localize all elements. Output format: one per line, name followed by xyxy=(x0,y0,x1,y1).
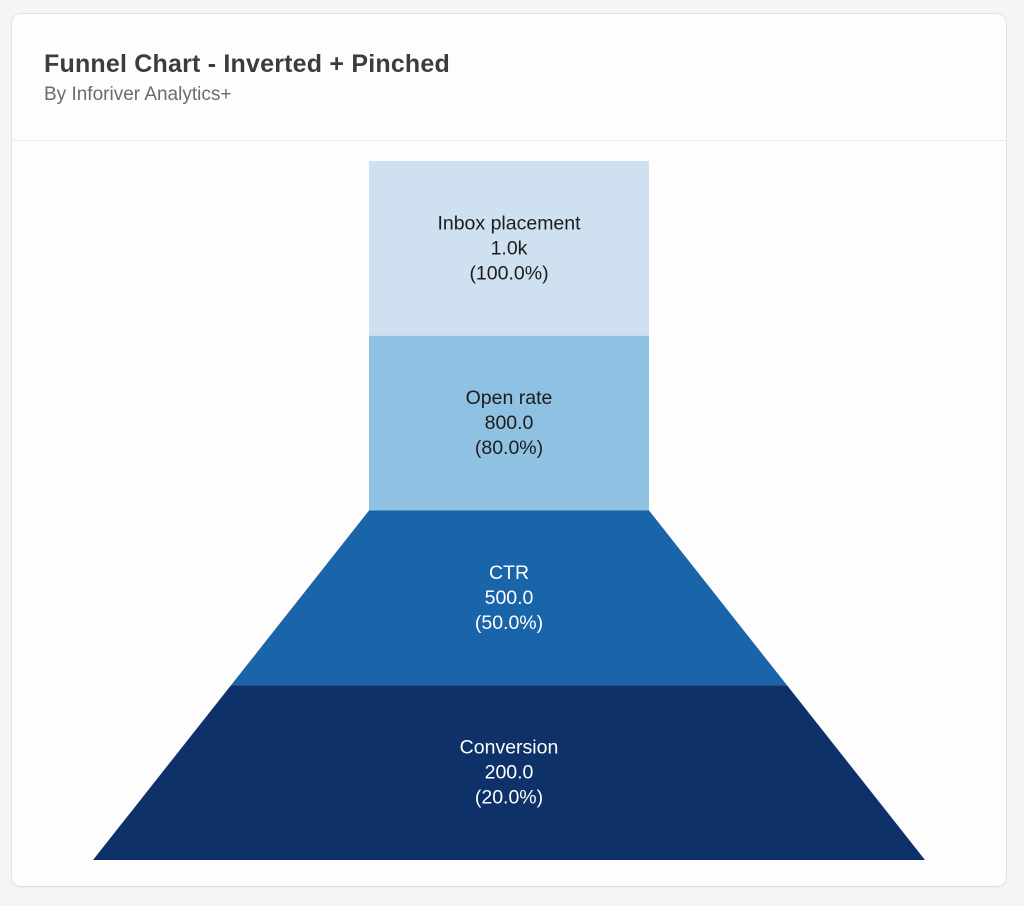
funnel-segment-ctr[interactable] xyxy=(231,510,787,686)
funnel-chart: Inbox placement 1.0k (100.0%) Open rate 800.… xyxy=(12,141,1006,887)
funnel-segment-conversion[interactable] xyxy=(93,685,925,860)
chart-title: Funnel Chart - Inverted + Pinched xyxy=(44,50,450,78)
chart-subtitle: By Inforiver Analytics+ xyxy=(44,84,232,105)
funnel-segment-inbox-placement[interactable] xyxy=(369,161,649,336)
chart-header: Funnel Chart - Inverted + Pinched By Inf… xyxy=(12,14,1006,141)
funnel-segment-open-rate[interactable] xyxy=(369,335,649,511)
chart-card: Funnel Chart - Inverted + Pinched By Inf… xyxy=(11,13,1007,887)
